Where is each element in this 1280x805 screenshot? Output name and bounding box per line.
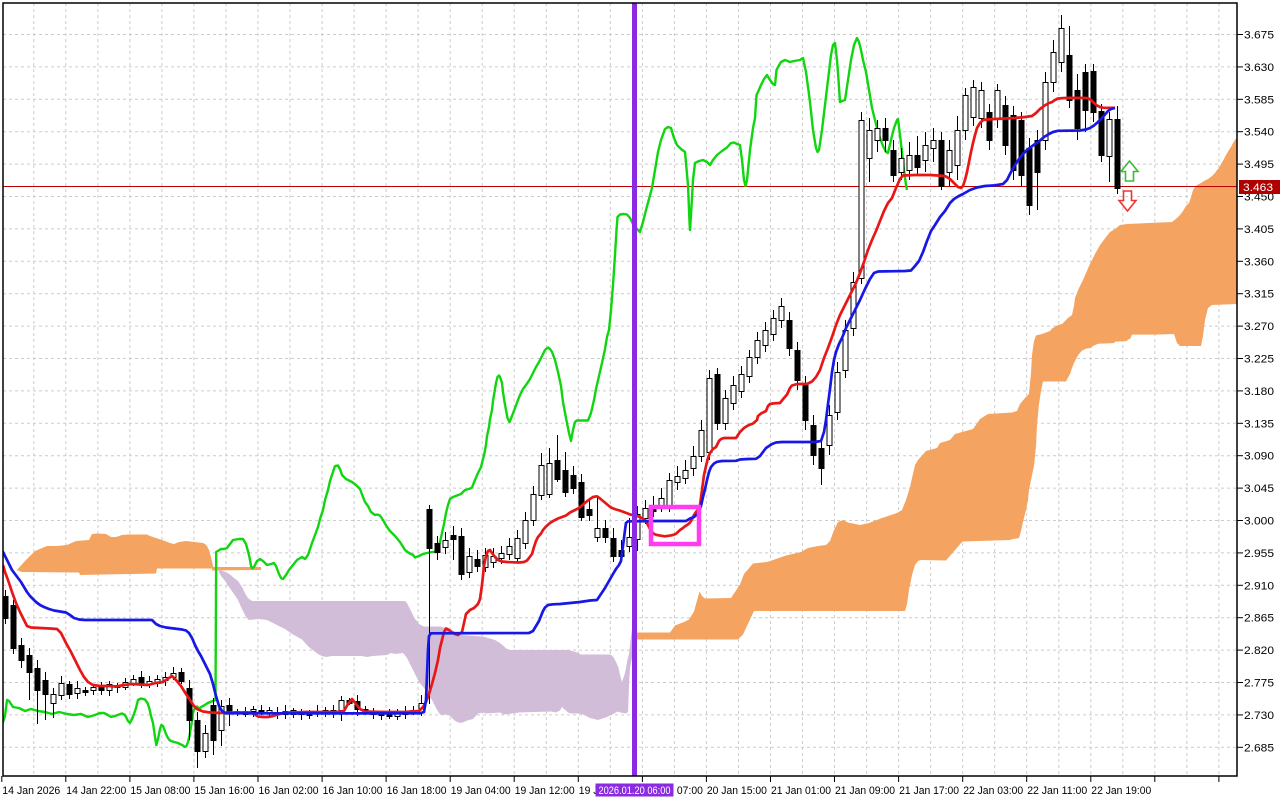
svg-text:21 Jan 09:00: 21 Jan 09:00 bbox=[835, 785, 895, 797]
svg-text:15 Jan 16:00: 15 Jan 16:00 bbox=[194, 785, 254, 797]
svg-text:3.360: 3.360 bbox=[1244, 256, 1274, 268]
svg-text:16 Jan 18:00: 16 Jan 18:00 bbox=[387, 785, 447, 797]
svg-text:14 Jan 22:00: 14 Jan 22:00 bbox=[66, 785, 126, 797]
svg-text:2.685: 2.685 bbox=[1244, 742, 1274, 754]
svg-text:3.315: 3.315 bbox=[1244, 289, 1274, 301]
svg-text:3.270: 3.270 bbox=[1244, 321, 1274, 333]
svg-text:3.540: 3.540 bbox=[1244, 127, 1274, 139]
svg-text:2.775: 2.775 bbox=[1244, 678, 1274, 690]
svg-text:2.910: 2.910 bbox=[1244, 580, 1274, 592]
svg-text:3.180: 3.180 bbox=[1244, 386, 1274, 398]
svg-text:3.450: 3.450 bbox=[1244, 192, 1274, 204]
svg-text:2026.01.20 06:00: 2026.01.20 06:00 bbox=[599, 785, 671, 797]
svg-text:19 Jan 12:00: 19 Jan 12:00 bbox=[515, 785, 575, 797]
svg-text:3.630: 3.630 bbox=[1244, 62, 1274, 74]
svg-text:3.045: 3.045 bbox=[1244, 483, 1274, 495]
svg-text:22 Jan 03:00: 22 Jan 03:00 bbox=[963, 785, 1023, 797]
svg-text:2.865: 2.865 bbox=[1244, 613, 1274, 625]
svg-text:22 Jan 19:00: 22 Jan 19:00 bbox=[1091, 785, 1151, 797]
svg-text:16 Jan 02:00: 16 Jan 02:00 bbox=[259, 785, 319, 797]
svg-text:3.585: 3.585 bbox=[1244, 94, 1274, 106]
svg-text:2.955: 2.955 bbox=[1244, 548, 1274, 560]
svg-text:20 Jan 15:00: 20 Jan 15:00 bbox=[707, 785, 767, 797]
svg-text:15 Jan 08:00: 15 Jan 08:00 bbox=[130, 785, 190, 797]
svg-text:3.495: 3.495 bbox=[1244, 159, 1274, 171]
svg-text:3.135: 3.135 bbox=[1244, 418, 1274, 430]
svg-text:14 Jan 2026: 14 Jan 2026 bbox=[2, 785, 60, 797]
svg-text:19 Jan 04:00: 19 Jan 04:00 bbox=[451, 785, 511, 797]
svg-text:21 Jan 01:00: 21 Jan 01:00 bbox=[771, 785, 831, 797]
svg-text:3.225: 3.225 bbox=[1244, 354, 1274, 366]
svg-text:3.405: 3.405 bbox=[1244, 224, 1274, 236]
svg-text:22 Jan 11:00: 22 Jan 11:00 bbox=[1027, 785, 1087, 797]
svg-text:2.730: 2.730 bbox=[1244, 710, 1274, 722]
svg-text:3.675: 3.675 bbox=[1244, 30, 1274, 42]
svg-text:3.463: 3.463 bbox=[1243, 182, 1273, 194]
svg-text:3.000: 3.000 bbox=[1244, 516, 1274, 528]
svg-text:3.090: 3.090 bbox=[1244, 451, 1274, 463]
svg-text:21 Jan 17:00: 21 Jan 17:00 bbox=[899, 785, 959, 797]
svg-text:16 Jan 10:00: 16 Jan 10:00 bbox=[323, 785, 383, 797]
svg-text:2.820: 2.820 bbox=[1244, 645, 1274, 657]
